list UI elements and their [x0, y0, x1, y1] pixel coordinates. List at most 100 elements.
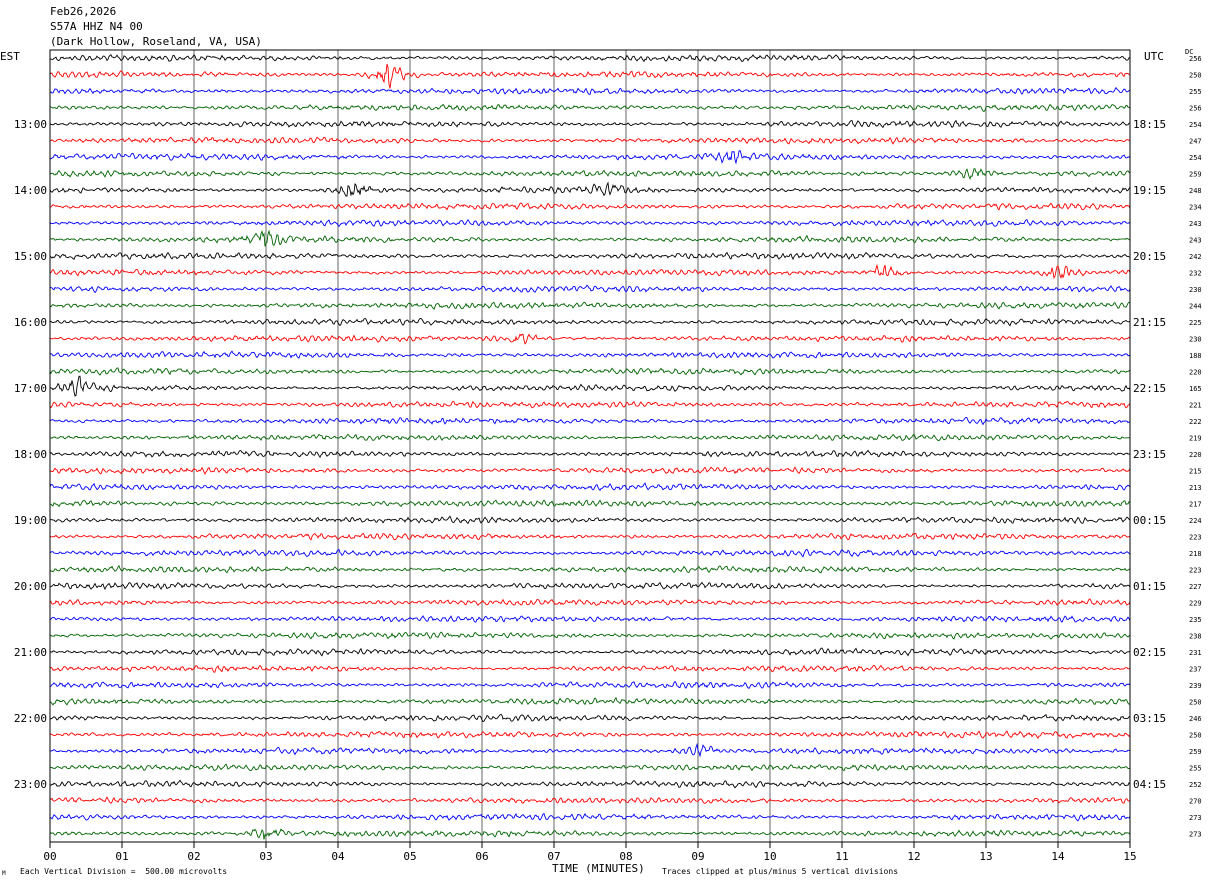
x-tick-label-14: 14: [1051, 850, 1065, 863]
grid-lines: [49, 50, 1131, 842]
trace-row-7: [49, 168, 1131, 181]
trace-row-1: [49, 63, 1131, 89]
trace-row-26: [49, 482, 1131, 492]
x-tick-label-09: 09: [691, 850, 704, 863]
trace-row-46: [49, 812, 1131, 822]
station-code: S57A HHZ N4 00: [50, 20, 143, 33]
dc-value-10: 243: [1189, 220, 1202, 228]
trace-row-43: [49, 763, 1131, 772]
x-tick-label-08: 08: [619, 850, 632, 863]
trace-row-5: [49, 136, 1131, 145]
left-hour-label-44: 23:00: [14, 778, 47, 791]
x-tick-label-11: 11: [835, 850, 848, 863]
trace-row-21: [49, 400, 1131, 409]
right-hour-label-4: 18:15: [1133, 118, 1166, 131]
trace-row-25: [49, 466, 1131, 475]
left-timezone-label: EST: [0, 50, 20, 63]
right-hour-label-36: 02:15: [1133, 646, 1166, 659]
dc-value-37: 237: [1189, 666, 1202, 674]
dc-value-15: 244: [1189, 303, 1202, 311]
dc-value-5: 247: [1189, 138, 1202, 146]
dc-value-20: 165: [1189, 385, 1202, 393]
x-tick-label-06: 06: [475, 850, 488, 863]
trace-row-47: [49, 828, 1131, 840]
trace-row-33: [49, 598, 1131, 607]
dc-value-45: 270: [1189, 798, 1202, 806]
trace-row-3: [49, 103, 1131, 113]
dc-value-7: 259: [1189, 171, 1202, 179]
dc-value-12: 242: [1189, 253, 1202, 261]
dc-value-16: 225: [1189, 319, 1202, 327]
trace-row-29: [49, 532, 1131, 541]
dc-value-26: 213: [1189, 484, 1202, 492]
trace-row-18: [49, 350, 1131, 359]
dc-value-43: 255: [1189, 765, 1202, 773]
dc-value-34: 235: [1189, 616, 1202, 624]
x-axis-title: TIME (MINUTES): [552, 862, 645, 875]
trace-row-28: [49, 515, 1131, 525]
left-hour-label-8: 14:00: [14, 184, 47, 197]
trace-row-39: [49, 696, 1131, 706]
x-tick-label-00: 00: [43, 850, 56, 863]
x-tick-label-10: 10: [763, 850, 776, 863]
x-ticks: 00 01 02 03 04 05 06 07 08 09 10 11 12 13 14 15: [43, 842, 1137, 863]
trace-row-37: [49, 664, 1131, 673]
plot-frame: [49, 49, 1131, 843]
dc-value-46: 273: [1189, 814, 1202, 822]
dc-value-35: 238: [1189, 633, 1202, 641]
dc-value-38: 239: [1189, 682, 1202, 690]
dc-value-19: 220: [1189, 369, 1202, 377]
dc-value-42: 259: [1189, 748, 1202, 756]
dc-value-33: 229: [1189, 600, 1202, 608]
dc-value-3: 256: [1189, 105, 1202, 113]
trace-row-27: [49, 499, 1131, 508]
x-tick-label-01: 01: [115, 850, 128, 863]
left-hour-label-12: 15:00: [14, 250, 47, 263]
scale-note: Each Vertical Division = 500.00 microvol…: [20, 867, 228, 876]
trace-row-41: [49, 730, 1131, 740]
left-hour-label-4: 13:00: [14, 118, 47, 131]
dc-value-44: 252: [1189, 781, 1202, 789]
dc-value-17: 230: [1189, 336, 1202, 344]
left-hour-label-16: 16:00: [14, 316, 47, 329]
trace-row-19: [49, 367, 1131, 376]
dc-value-32: 227: [1189, 583, 1202, 591]
trace-row-36: [49, 647, 1131, 657]
dc-value-30: 218: [1189, 550, 1202, 558]
dc-value-21: 221: [1189, 402, 1202, 410]
dc-value-9: 234: [1189, 204, 1202, 212]
x-tick-label-07: 07: [547, 850, 560, 863]
trace-row-22: [49, 416, 1131, 426]
dc-value-2: 255: [1189, 88, 1202, 96]
corner-mark: M: [2, 870, 6, 877]
trace-row-20: [49, 375, 1131, 397]
row-labels: 13:00 14:00 15:00 16:00 17:00 18:00 19:00 20:00…: [14, 55, 1202, 839]
dc-value-25: 215: [1189, 468, 1202, 476]
trace-row-17: [49, 333, 1131, 345]
trace-row-44: [49, 779, 1131, 789]
dc-value-0: 256: [1189, 55, 1202, 63]
right-hour-label-40: 03:15: [1133, 712, 1166, 725]
dc-value-23: 219: [1189, 435, 1202, 443]
left-hour-label-24: 18:00: [14, 448, 47, 461]
plot-date: Feb26,2026: [50, 5, 117, 18]
right-hour-label-24: 23:15: [1133, 448, 1166, 461]
dc-value-41: 250: [1189, 732, 1202, 740]
trace-row-16: [49, 317, 1131, 327]
left-hour-label-40: 22:00: [14, 712, 47, 725]
trace-row-0: [49, 54, 1131, 63]
left-hour-label-36: 21:00: [14, 646, 47, 659]
trace-row-23: [49, 433, 1131, 442]
x-tick-label-04: 04: [331, 850, 345, 863]
trace-row-14: [49, 284, 1131, 294]
trace-group: [49, 54, 1131, 840]
trace-row-11: [49, 229, 1131, 247]
dc-value-22: 222: [1189, 418, 1202, 426]
dc-value-8: 248: [1189, 187, 1202, 195]
dc-value-11: 243: [1189, 237, 1202, 245]
x-tick-label-03: 03: [259, 850, 272, 863]
x-tick-label-05: 05: [403, 850, 416, 863]
dc-value-29: 223: [1189, 534, 1202, 542]
trace-row-40: [49, 713, 1131, 723]
dc-value-6: 254: [1189, 154, 1202, 162]
